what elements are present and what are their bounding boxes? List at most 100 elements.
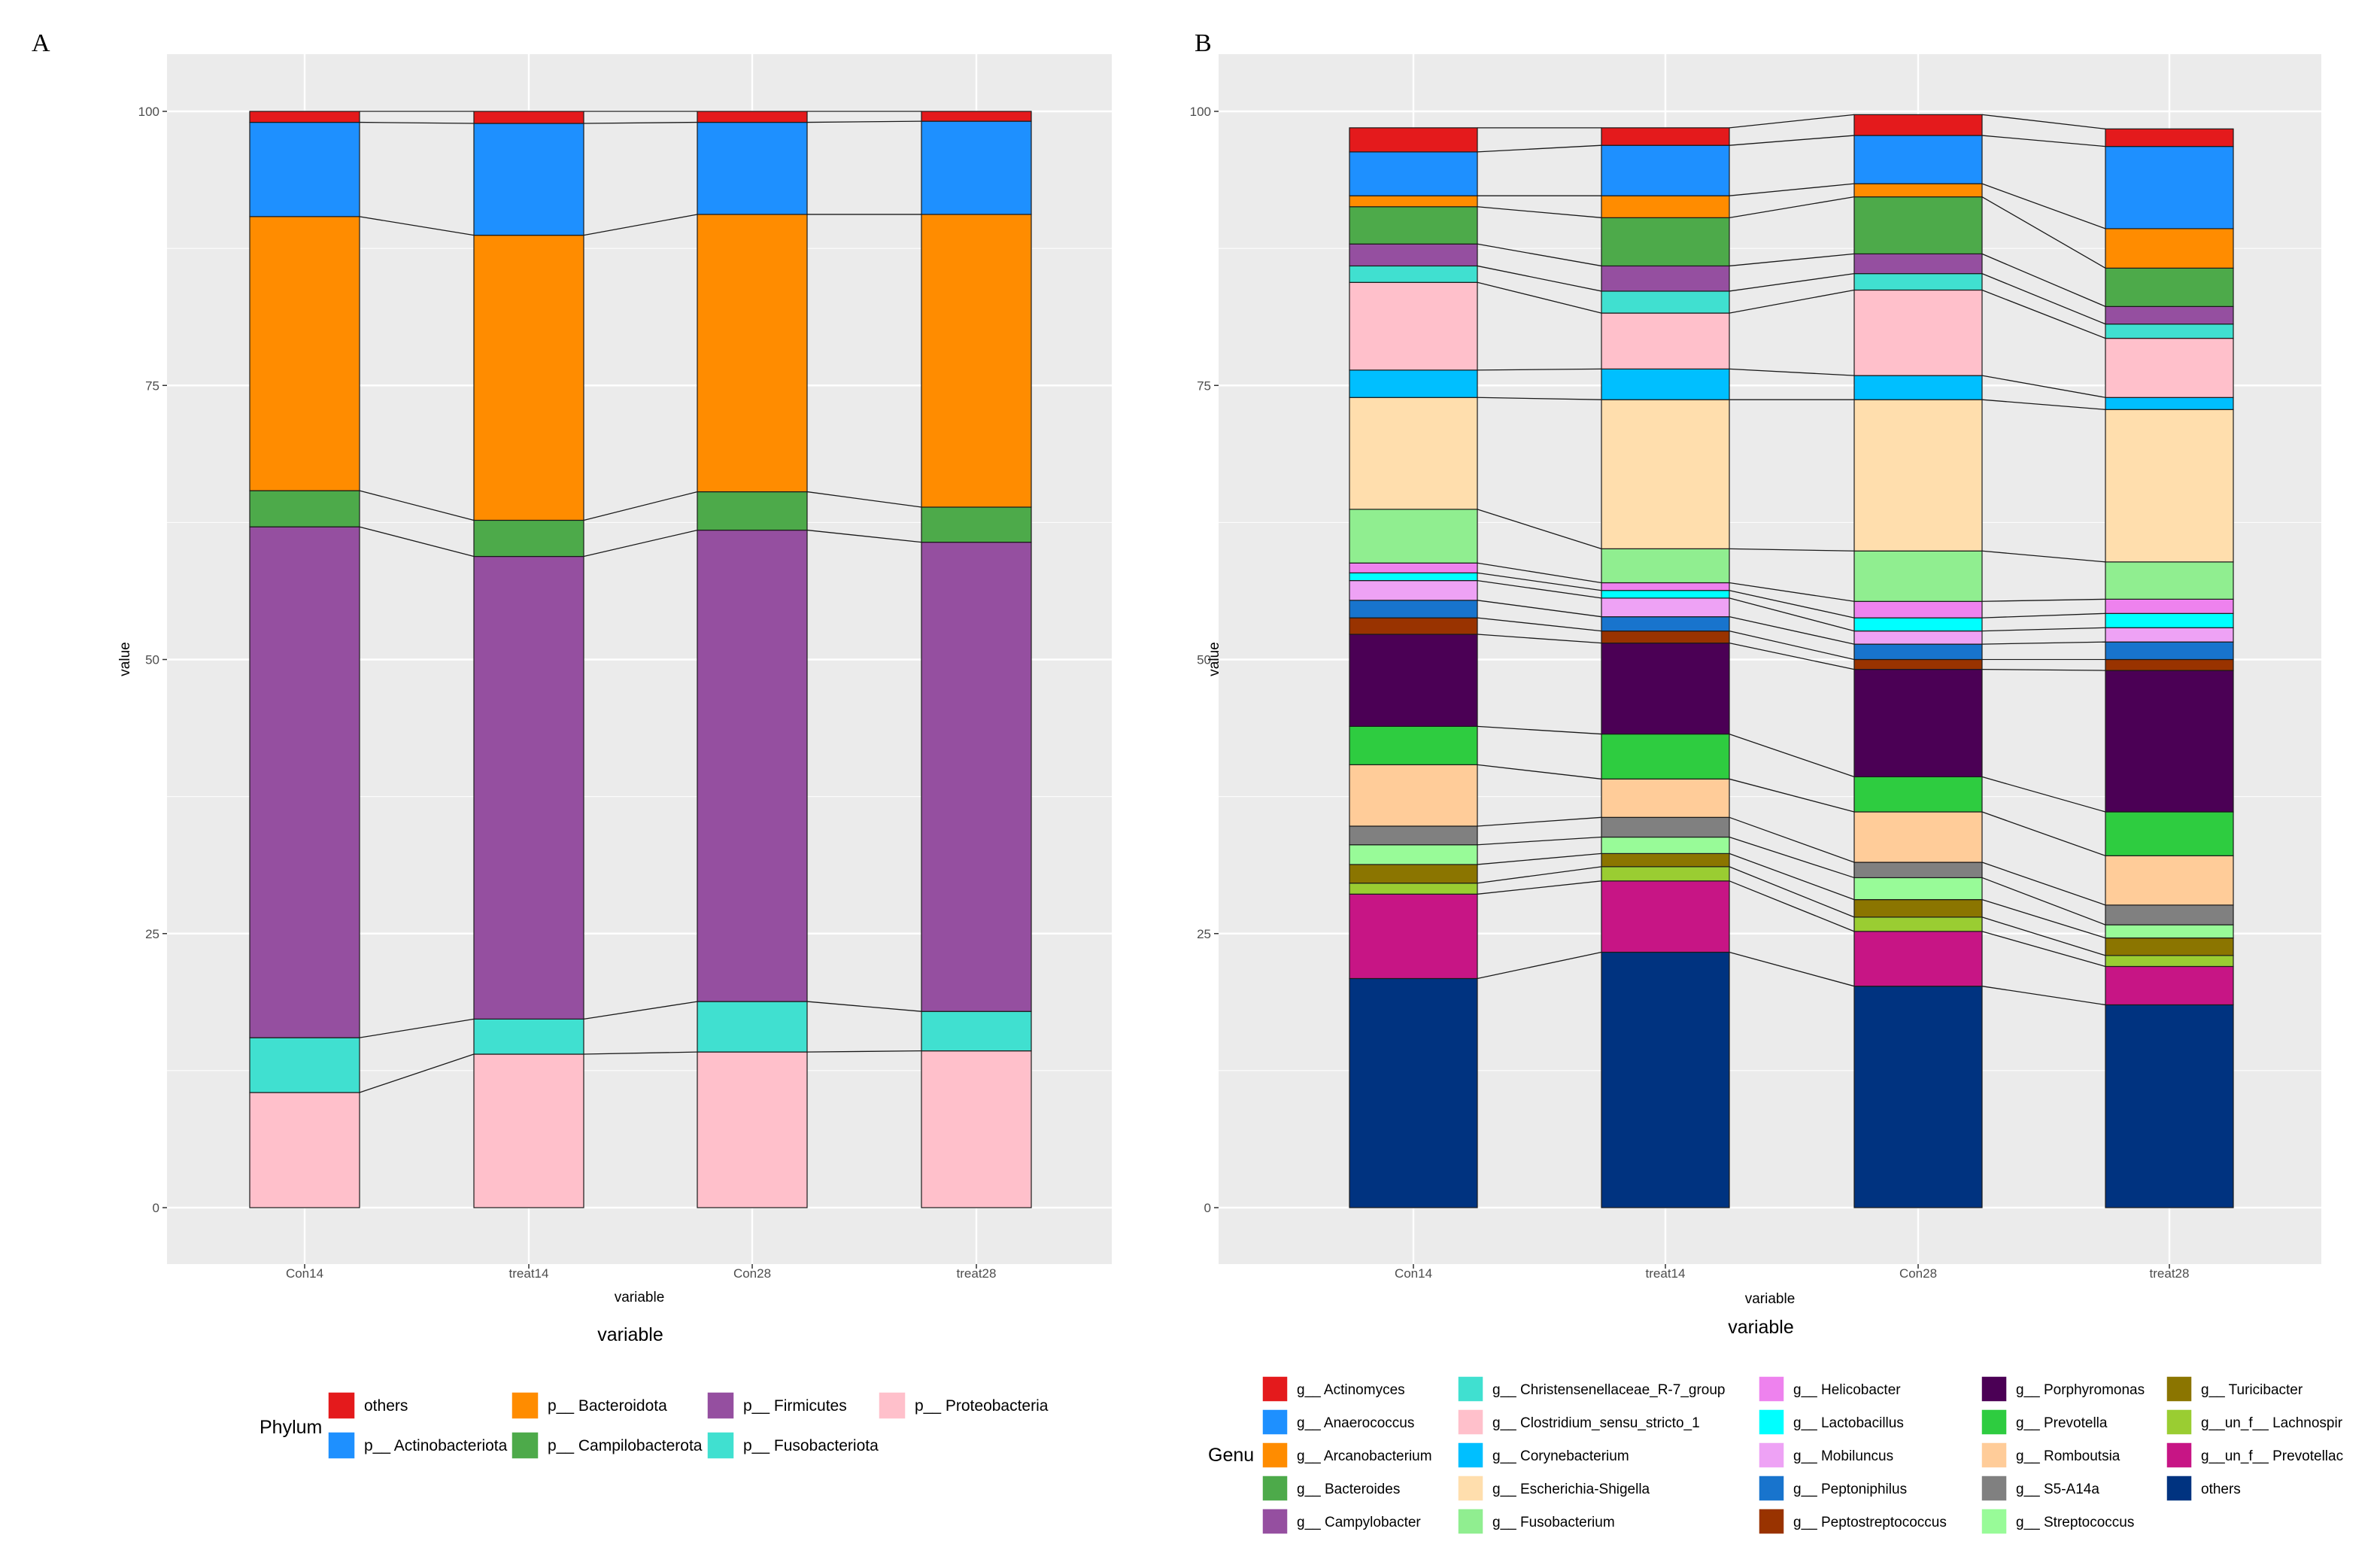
connector-line — [1477, 206, 1602, 218]
connector-line — [1477, 725, 1602, 735]
bar-segment-p-proteobacteria-con14 — [249, 1092, 360, 1208]
panel-a-bars — [249, 111, 1032, 1208]
bar-segment-p-bacteroidota-treat28 — [921, 214, 1032, 508]
connector-line — [1477, 866, 1602, 884]
legend-label: g__ Mobiluncus — [1793, 1448, 1893, 1464]
connector-line — [1729, 582, 1855, 602]
legend-label: g__ Christensenellaceae_R-7_group — [1492, 1382, 1725, 1398]
legend-item-g-helicobacter: g__ Helicobacter — [1758, 1375, 1901, 1403]
bar-segment-g-clostridium-sensu-stricto-1-con14 — [1349, 281, 1478, 371]
bar-segment-g-helicobacter-con14 — [1349, 562, 1478, 573]
bar-segment-g-un-f-prevotellac-treat14 — [1601, 880, 1730, 953]
bar-segment-p-fusobacteriota-treat14 — [473, 1018, 584, 1055]
bar-segment-g-helicobacter-treat28 — [2105, 598, 2234, 614]
legend-label: g__ Arcanobacterium — [1297, 1448, 1432, 1464]
connector-line — [1729, 253, 1855, 267]
connector-line — [359, 490, 475, 521]
bar-segment-p-proteobacteria-treat14 — [473, 1053, 584, 1208]
legend-item-g-peptoniphilus: g__ Peptoniphilus — [1758, 1475, 1907, 1502]
legend-item-g-un-f-lachnospir: g__un_f__ Lachnospir — [2166, 1409, 2343, 1436]
legend-key — [2166, 1475, 2193, 1502]
legend-item-p-bacteroidota: p__ Bacteroidota — [511, 1391, 667, 1420]
bar-segment-g-campylobacter-con14 — [1349, 243, 1478, 267]
bar-segment-g-porphyromonas-con28 — [1853, 669, 1983, 777]
connector-line — [1981, 598, 2106, 602]
connector-line — [1729, 880, 1855, 932]
legend-item-g-streptococcus: g__ Streptococcus — [1981, 1508, 2134, 1535]
legend-item-g-arcanobacterium: g__ Arcanobacterium — [1261, 1442, 1432, 1469]
bar-segment-g-romboutsia-treat28 — [2105, 855, 2234, 906]
x-axis-title: variable — [615, 1290, 665, 1305]
connector-line — [1981, 811, 2106, 856]
legend-item-g-campylobacter: g__ Campylobacter — [1261, 1508, 1421, 1535]
connector-line — [1981, 612, 2106, 618]
bar-segment-g-escherichia-shigella-con28 — [1853, 399, 1983, 552]
legend-item-g-prevotella: g__ Prevotella — [1981, 1409, 2108, 1436]
legend-key — [327, 1391, 356, 1420]
connector-line — [1477, 816, 1602, 827]
legend-label: p__ Bacteroidota — [548, 1397, 667, 1415]
connector-line — [1981, 916, 2106, 956]
legend-key — [511, 1391, 539, 1420]
panel-b: 0 25 50 75 100 Con14 treat14 Con28 treat28 variab… — [1190, 29, 2343, 1535]
bar-segment-g-fusobacterium-treat14 — [1601, 548, 1730, 584]
panel-a-legend: Phylum others p__ Actinobacteriota p__ Bact… — [260, 1391, 1049, 1460]
bar-segment-g-anaerococcus-treat28 — [2105, 146, 2234, 229]
legend-item-g-un-f-prevotellac: g__un_f__ Prevotellac — [2166, 1442, 2343, 1469]
y-tick-label: 50 — [145, 653, 159, 667]
connector-line — [1477, 634, 1602, 644]
x-axis-title-secondary: variable — [597, 1324, 663, 1345]
bar-segment-g-porphyromonas-treat28 — [2105, 670, 2234, 813]
bar-segment-g-fusobacterium-con14 — [1349, 509, 1478, 564]
legend-item-g-lactobacillus: g__ Lactobacillus — [1758, 1409, 1904, 1436]
bar-segment-g-s5-a14a-con28 — [1853, 862, 1983, 879]
connector-line — [1981, 776, 2106, 813]
connector-line — [1477, 600, 1602, 618]
panel-b-letter: B — [1195, 29, 1212, 57]
connector-line — [1981, 114, 2106, 129]
bar-segment-g-turicibacter-con14 — [1349, 864, 1478, 884]
legend-item-g-s5-a14a: g__ S5-A14a — [1981, 1475, 2099, 1502]
bar-segment-g-anaerococcus-treat14 — [1601, 144, 1730, 196]
bar-segment-g-actinomyces-treat28 — [2105, 128, 2234, 147]
legend-key — [511, 1431, 539, 1460]
connector-line — [1477, 562, 1602, 584]
bar-segment-p-firmicutes-con28 — [697, 529, 808, 1002]
bar-segment-g-lactobacillus-treat28 — [2105, 612, 2234, 628]
bar-segment-g-helicobacter-treat14 — [1601, 582, 1730, 591]
bar-segment-g-escherichia-shigella-con14 — [1349, 397, 1478, 510]
legend-item-g-escherichia-shigella: g__ Escherichia-Shigella — [1457, 1475, 1650, 1502]
legend-label: g__un_f__ Lachnospir — [2201, 1415, 2343, 1431]
y-axis-title: value — [117, 642, 133, 676]
connector-line — [1729, 866, 1855, 918]
bar-segment-p-firmicutes-treat28 — [921, 542, 1032, 1012]
y-tick-label: 0 — [1204, 1201, 1211, 1215]
bar-segment-p-actinobacteriota-treat14 — [473, 123, 584, 236]
connector-line — [1477, 852, 1602, 865]
connector-line — [1981, 183, 2106, 229]
legend-item-g-fusobacterium: g__ Fusobacterium — [1457, 1508, 1615, 1535]
legend-key — [1981, 1442, 2008, 1469]
legend-item-p-fusobacteriota: p__ Fusobacteriota — [706, 1431, 879, 1460]
connector-line — [1729, 778, 1855, 813]
legend-label: g__ Romboutsia — [2016, 1448, 2120, 1464]
bar-segment-p-actinobacteriota-treat28 — [921, 120, 1032, 215]
legend-item-g-christensenellaceae-r-7-group: g__ Christensenellaceae_R-7_group — [1457, 1375, 1725, 1403]
legend-key — [706, 1431, 735, 1460]
legend-key — [2166, 1442, 2193, 1469]
bar-segment-g-prevotella-con14 — [1349, 725, 1478, 765]
panel-b-bars — [1349, 114, 2234, 1208]
legend-key — [1758, 1409, 1785, 1436]
connector-line — [359, 1018, 475, 1038]
connector-line — [359, 526, 475, 558]
bar-segment-g-lactobacillus-con14 — [1349, 572, 1478, 582]
connector-line — [1729, 183, 1855, 196]
connector-line — [1729, 852, 1855, 901]
legend-label: g__ Corynebacterium — [1492, 1448, 1629, 1464]
connector-line — [806, 529, 922, 543]
bar-segment-g-clostridium-sensu-stricto-1-treat28 — [2105, 337, 2234, 398]
connector-line — [1981, 627, 2106, 632]
bar-segment-p-proteobacteria-treat28 — [921, 1050, 1032, 1208]
y-tick-label: 0 — [153, 1201, 159, 1215]
bar-segment-g-lactobacillus-con28 — [1853, 617, 1983, 632]
